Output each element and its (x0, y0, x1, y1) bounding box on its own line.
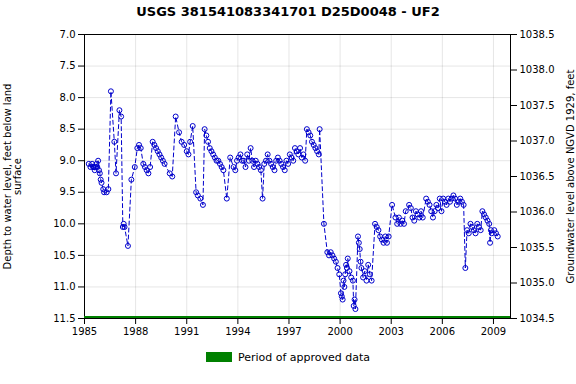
svg-text:1035.5: 1035.5 (520, 242, 555, 253)
svg-text:1997: 1997 (276, 326, 301, 337)
svg-text:1035.0: 1035.0 (520, 277, 555, 288)
svg-text:1036.5: 1036.5 (520, 171, 555, 182)
svg-text:2003: 2003 (378, 326, 403, 337)
svg-text:2009: 2009 (481, 326, 506, 337)
svg-text:2006: 2006 (430, 326, 455, 337)
svg-text:8.0: 8.0 (60, 92, 76, 103)
svg-text:Depth to water level, feet bel: Depth to water level, feet below landsur… (2, 84, 23, 270)
svg-text:1994: 1994 (225, 326, 250, 337)
svg-text:9.0: 9.0 (60, 155, 76, 166)
svg-text:7.5: 7.5 (60, 60, 76, 71)
svg-text:Groundwater level above NGVD 1: Groundwater level above NGVD 1929, feet (565, 70, 576, 284)
svg-text:1988: 1988 (123, 326, 148, 337)
svg-text:11.5: 11.5 (53, 313, 75, 324)
svg-text:10.0: 10.0 (53, 218, 75, 229)
svg-text:1036.0: 1036.0 (520, 206, 555, 217)
html-text:USGS 381541083341701 D25D0048: USGS 381541083341701 D25D0048 - UF2 (136, 4, 440, 19)
svg-text:10.5: 10.5 (53, 250, 75, 261)
html-text:Period of approved data: Period of approved data (237, 350, 371, 364)
svg-text:1037.5: 1037.5 (520, 100, 555, 111)
svg-text:1991: 1991 (174, 326, 199, 337)
svg-text:7.0: 7.0 (60, 29, 76, 40)
svg-text:1034.5: 1034.5 (520, 313, 555, 324)
svg-text:11.0: 11.0 (53, 281, 75, 292)
svg-text:1038.5: 1038.5 (520, 29, 555, 40)
svg-text:9.5: 9.5 (60, 186, 76, 197)
svg-text:8.5: 8.5 (60, 123, 76, 134)
svg-text:1985: 1985 (72, 326, 97, 337)
svg-text:1037.0: 1037.0 (520, 135, 555, 146)
svg-text:1038.0: 1038.0 (520, 64, 555, 75)
svg-text:2000: 2000 (327, 326, 352, 337)
